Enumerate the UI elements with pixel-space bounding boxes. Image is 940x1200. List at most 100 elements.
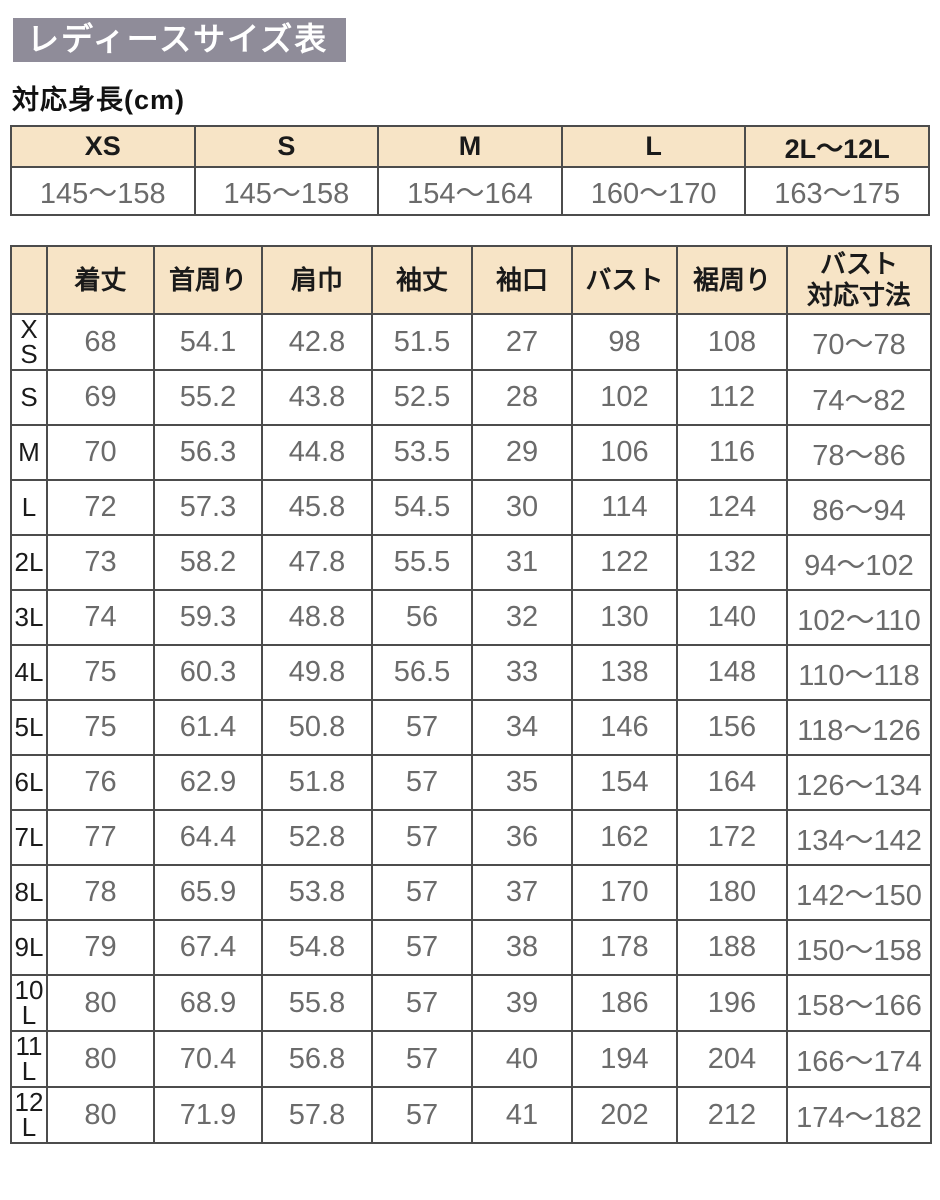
size-table-cell: 57 [371,754,473,811]
size-table-cell: 37 [471,864,573,921]
size-table-cell: 132 [676,534,788,591]
size-table-column-header: 着丈 [46,245,155,315]
size-table-row: L 72 57.3 45.8 54.5 30 114 124 86～94 [10,479,932,536]
size-table-cell: 57 [371,1030,473,1088]
size-table-row: 12L 80 71.9 57.8 57 41 202 212 174～182 [10,1086,932,1144]
height-table-header-cell: S [193,125,380,168]
size-table-cell: 43.8 [261,369,373,426]
size-table-corner-cell [10,245,48,315]
size-table-cell: 54.1 [153,313,263,371]
height-table-value-cell: 163～175 [744,166,930,216]
size-table-cell: 56.3 [153,424,263,481]
size-table-cell: 55.8 [261,974,373,1032]
size-table-cell: 202 [571,1086,678,1144]
size-table-cell: 150～158 [786,919,932,976]
size-table-cell: 29 [471,424,573,481]
size-table-row-label: XS [10,313,48,371]
size-table-cell: 69 [46,369,155,426]
size-table-cell: 106 [571,424,678,481]
size-table-cell: 57 [371,919,473,976]
size-table-cell: 212 [676,1086,788,1144]
height-table-header-row: XS S M L 2L～12L [10,125,930,168]
size-table-cell: 54.5 [371,479,473,536]
size-table-cell: 76 [46,754,155,811]
size-table-row-label: 3L [10,589,48,646]
size-table-cell: 57.3 [153,479,263,536]
size-table-cell: 158～166 [786,974,932,1032]
size-table-cell: 196 [676,974,788,1032]
size-table-cell: 108 [676,313,788,371]
size-table-cell: 41 [471,1086,573,1144]
size-table-cell: 126～134 [786,754,932,811]
size-table-row-label: 7L [10,809,48,866]
size-table-row: 5L 75 61.4 50.8 57 34 146 156 118～126 [10,699,932,756]
size-table-row: 2L 73 58.2 47.8 55.5 31 122 132 94～102 [10,534,932,591]
size-table-cell: 142～150 [786,864,932,921]
size-table-cell: 138 [571,644,678,701]
size-table-cell: 53.8 [261,864,373,921]
size-table-row-label: M [10,424,48,481]
size-table-cell: 45.8 [261,479,373,536]
size-table-cell: 78～86 [786,424,932,481]
size-table-row-label: 8L [10,864,48,921]
size-table-cell: 148 [676,644,788,701]
size-table-row: 10L 80 68.9 55.8 57 39 186 196 158～166 [10,974,932,1032]
size-table-cell: 172 [676,809,788,866]
size-table-cell: 60.3 [153,644,263,701]
height-table-header-cell: M [377,125,563,168]
size-table-cell: 67.4 [153,919,263,976]
size-table-cell: 166～174 [786,1030,932,1088]
size-table-row: M 70 56.3 44.8 53.5 29 106 116 78～86 [10,424,932,481]
size-table-cell: 39 [471,974,573,1032]
size-table-cell: 186 [571,974,678,1032]
size-table-cell: 77 [46,809,155,866]
size-table-row: 11L 80 70.4 56.8 57 40 194 204 166～174 [10,1030,932,1088]
size-table-cell: 70～78 [786,313,932,371]
size-table-cell: 70.4 [153,1030,263,1088]
size-table-cell: 55.2 [153,369,263,426]
size-table-cell: 57 [371,1086,473,1144]
size-table-cell: 73 [46,534,155,591]
size-table-row: 7L 77 64.4 52.8 57 36 162 172 134～142 [10,809,932,866]
size-table-cell: 80 [46,1030,155,1088]
height-table-value-cell: 145～158 [193,166,380,216]
height-table-value-cell: 160～170 [560,166,747,216]
size-table-cell: 30 [471,479,573,536]
size-table-cell: 68 [46,313,155,371]
size-table-cell: 102 [571,369,678,426]
size-table-cell: 57.8 [261,1086,373,1144]
size-table-header-row: 着丈 首周り 肩巾 袖丈 袖口 バスト 裾周り バスト 対応寸法 [10,245,932,315]
size-table-cell: 35 [471,754,573,811]
size-table-row-label: S [10,369,48,426]
height-table-header-cell: L [560,125,747,168]
size-table-cell: 50.8 [261,699,373,756]
size-table-row-label: 2L [10,534,48,591]
size-table-cell: 180 [676,864,788,921]
size-table-cell: 154 [571,754,678,811]
size-table-row-label: 11L [10,1030,48,1088]
size-table-cell: 174～182 [786,1086,932,1144]
size-table-cell: 122 [571,534,678,591]
height-table-value-row: 145～158 145～158 154～164 160～170 163～175 [10,166,930,216]
size-table-cell: 162 [571,809,678,866]
size-table-column-header: バスト [571,245,678,315]
size-table-row: S 69 55.2 43.8 52.5 28 102 112 74～82 [10,369,932,426]
size-table-cell: 65.9 [153,864,263,921]
size-table-cell: 130 [571,589,678,646]
size-table-cell: 61.4 [153,699,263,756]
size-table-cell: 72 [46,479,155,536]
size-table-cell: 194 [571,1030,678,1088]
size-table-row: XS 68 54.1 42.8 51.5 27 98 108 70～78 [10,313,932,371]
size-table-cell: 31 [471,534,573,591]
size-table-row-label: 5L [10,699,48,756]
size-table-cell: 58.2 [153,534,263,591]
size-table-cell: 102～110 [786,589,932,646]
size-table-column-header: 肩巾 [261,245,373,315]
size-table-cell: 32 [471,589,573,646]
size-table-cell: 124 [676,479,788,536]
size-table-cell: 36 [471,809,573,866]
size-table-cell: 70 [46,424,155,481]
size-table-cell: 64.4 [153,809,263,866]
height-table-header-cell: XS [10,125,196,168]
size-table-cell: 59.3 [153,589,263,646]
